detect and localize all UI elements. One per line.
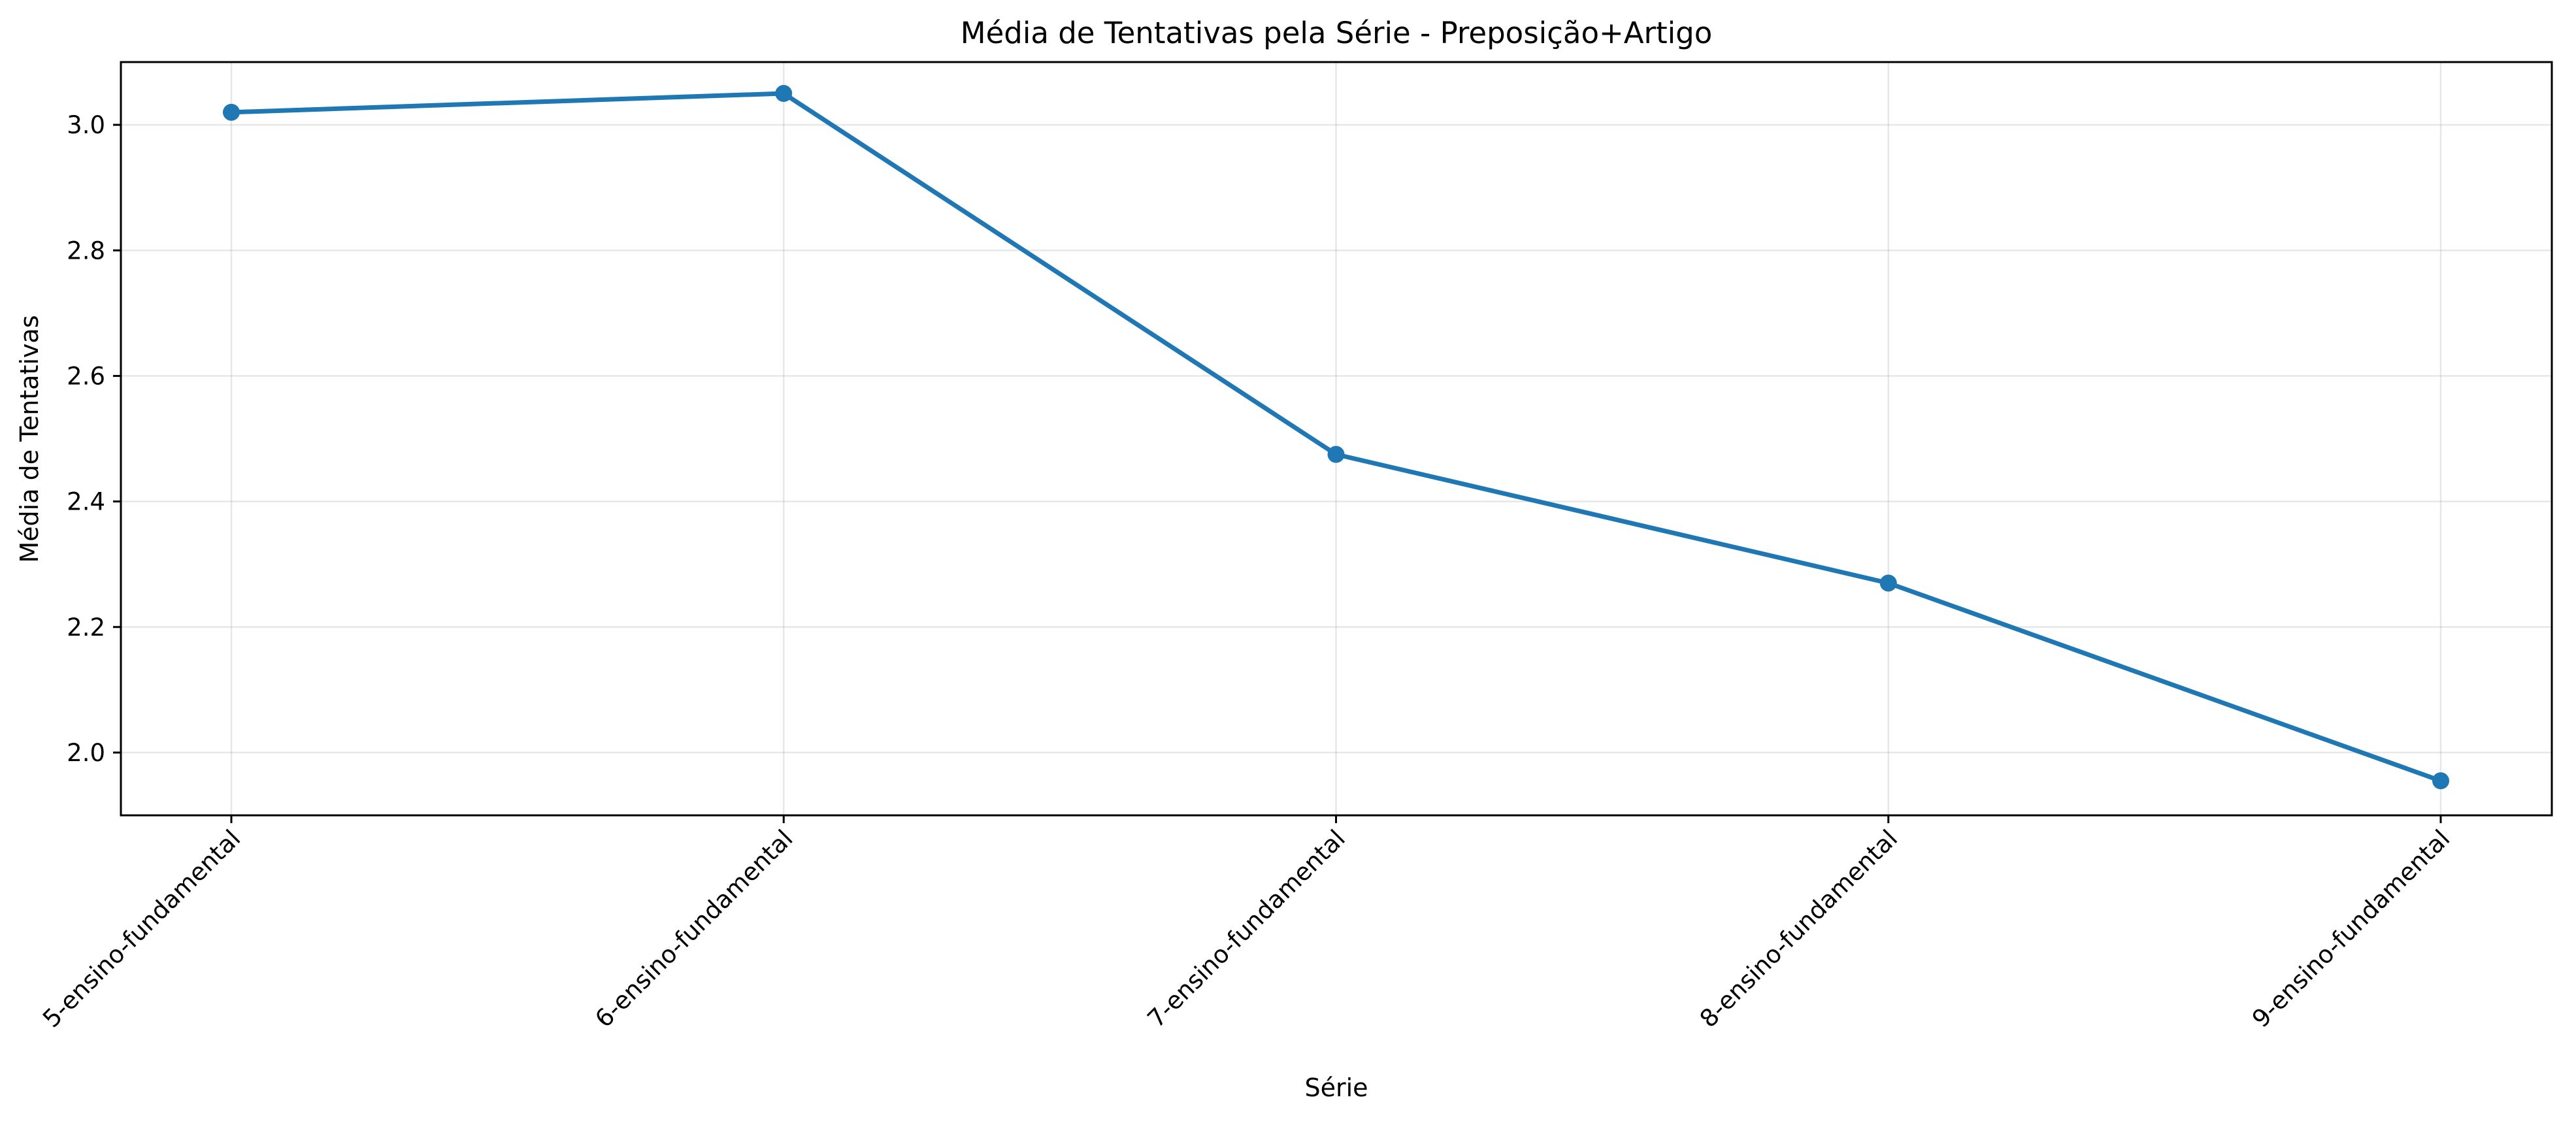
data-point	[1879, 574, 1897, 592]
chart-title: Média de Tentativas pela Série - Preposi…	[961, 16, 1712, 50]
y-tick-label: 2.8	[67, 236, 105, 265]
y-tick-label: 2.2	[67, 613, 105, 642]
y-tick-label: 3.0	[67, 111, 105, 139]
data-point	[775, 85, 793, 103]
x-axis-label: Série	[1304, 1073, 1368, 1102]
data-point	[2432, 772, 2449, 790]
data-point	[223, 103, 240, 121]
data-point	[1327, 446, 1345, 463]
y-tick-label: 2.6	[67, 362, 105, 390]
y-axis-label: Média de Tentativas	[15, 315, 44, 562]
series-layer	[223, 85, 2449, 790]
grid-layer	[121, 62, 2552, 815]
y-tick-label: 2.4	[67, 488, 105, 516]
y-tick-label: 2.0	[67, 739, 105, 767]
